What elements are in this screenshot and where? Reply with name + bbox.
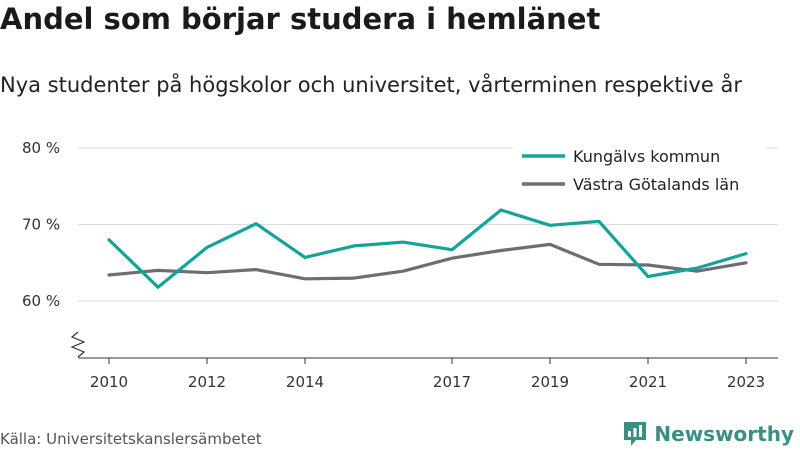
series-line [107, 242, 748, 281]
x-tick-label: 2019 [531, 373, 569, 391]
x-tick-label: 2012 [188, 373, 226, 391]
chart-subtitle: Nya studenter på högskolor och universit… [0, 73, 742, 97]
x-tick-label: 2014 [286, 373, 324, 391]
legend-label: Kungälvs kommun [573, 147, 720, 166]
legend-label: Västra Götalands län [573, 175, 739, 194]
brand-name: Newsworthy [654, 422, 794, 446]
x-tick-label: 2017 [433, 373, 471, 391]
line-chart: 60 % 70 % 80 % 2010 2012 2014 2017 2019 2021 2023… [22, 139, 778, 391]
y-tick-label: 60 % [22, 292, 60, 310]
chart-title: Andel som börjar studera i hemlänet [0, 2, 601, 36]
newsworthy-brand[interactable]: Newsworthy [622, 420, 794, 448]
y-tick-label: 70 % [22, 216, 60, 234]
axis-break-icon [70, 331, 86, 358]
y-tick-label: 80 % [22, 139, 60, 157]
source-note: Källa: Universitetskanslersämbetet [0, 430, 262, 448]
newsworthy-logo-icon [624, 422, 647, 446]
legend-box [513, 142, 765, 202]
x-tick-label: 2023 [727, 373, 765, 391]
series-line [107, 208, 748, 289]
x-tick-label: 2021 [629, 373, 667, 391]
x-tick-label: 2010 [90, 373, 128, 391]
